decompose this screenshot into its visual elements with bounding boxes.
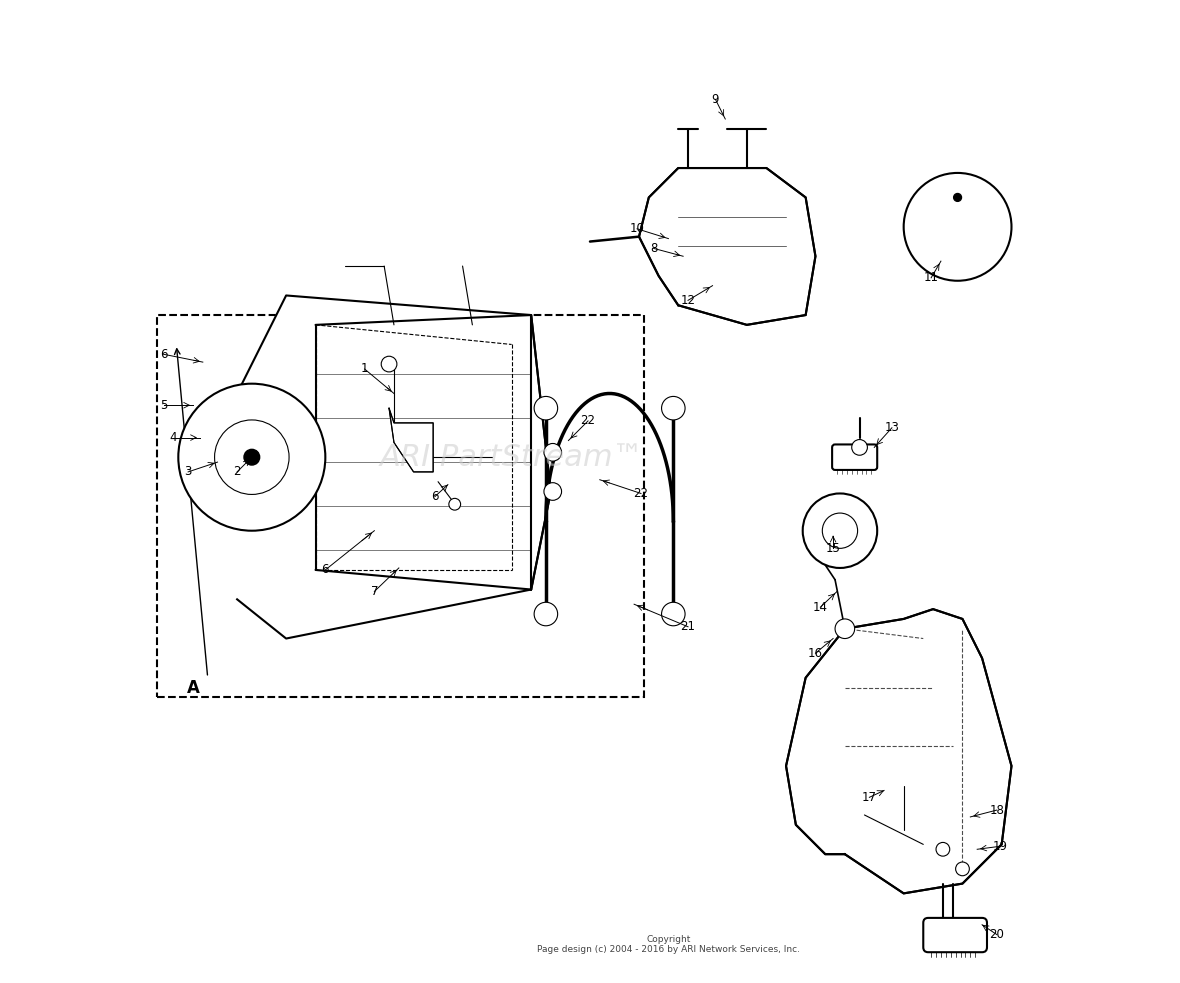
- FancyBboxPatch shape: [832, 444, 877, 470]
- Circle shape: [544, 443, 562, 461]
- Text: Copyright
Page design (c) 2004 - 2016 by ARI Network Services, Inc.: Copyright Page design (c) 2004 - 2016 by…: [537, 935, 800, 954]
- Circle shape: [215, 420, 289, 494]
- Circle shape: [381, 356, 396, 372]
- Circle shape: [448, 498, 460, 510]
- Polygon shape: [237, 296, 551, 639]
- Circle shape: [802, 493, 877, 568]
- Text: ARI PartStream™: ARI PartStream™: [380, 442, 643, 472]
- Text: 15: 15: [826, 542, 840, 554]
- Circle shape: [852, 439, 867, 455]
- Circle shape: [953, 194, 962, 202]
- Text: 6: 6: [432, 490, 439, 503]
- Text: 11: 11: [924, 271, 938, 284]
- Text: 21: 21: [681, 620, 695, 633]
- Text: 10: 10: [630, 222, 644, 235]
- Text: 18: 18: [989, 803, 1004, 817]
- Circle shape: [904, 173, 1011, 281]
- Circle shape: [544, 483, 562, 500]
- Circle shape: [835, 619, 854, 639]
- Text: 6: 6: [322, 563, 329, 576]
- Circle shape: [244, 449, 260, 465]
- Text: 16: 16: [808, 647, 822, 660]
- Text: 20: 20: [989, 928, 1004, 941]
- Circle shape: [662, 396, 686, 420]
- Text: 8: 8: [650, 242, 657, 255]
- Text: 13: 13: [885, 422, 899, 434]
- Text: 17: 17: [861, 791, 877, 804]
- Text: 2: 2: [234, 465, 241, 479]
- Text: 5: 5: [160, 399, 168, 412]
- Text: 22: 22: [581, 415, 596, 428]
- Circle shape: [956, 862, 969, 876]
- Text: 12: 12: [681, 294, 695, 307]
- Text: 14: 14: [813, 601, 828, 613]
- Circle shape: [178, 383, 326, 531]
- Text: 3: 3: [184, 465, 192, 479]
- Circle shape: [662, 603, 686, 626]
- Polygon shape: [786, 609, 1011, 894]
- Polygon shape: [640, 168, 815, 324]
- Circle shape: [936, 842, 950, 856]
- Text: A: A: [186, 678, 199, 697]
- Circle shape: [822, 513, 858, 549]
- Circle shape: [535, 603, 558, 626]
- Text: 6: 6: [159, 348, 168, 361]
- Circle shape: [535, 396, 558, 420]
- Text: 1: 1: [361, 363, 368, 376]
- Text: 4: 4: [170, 432, 177, 444]
- FancyBboxPatch shape: [923, 918, 986, 953]
- Text: 9: 9: [712, 93, 720, 106]
- Text: 19: 19: [992, 839, 1008, 853]
- Text: 7: 7: [371, 585, 378, 598]
- Polygon shape: [389, 408, 433, 472]
- Text: 22: 22: [634, 487, 649, 500]
